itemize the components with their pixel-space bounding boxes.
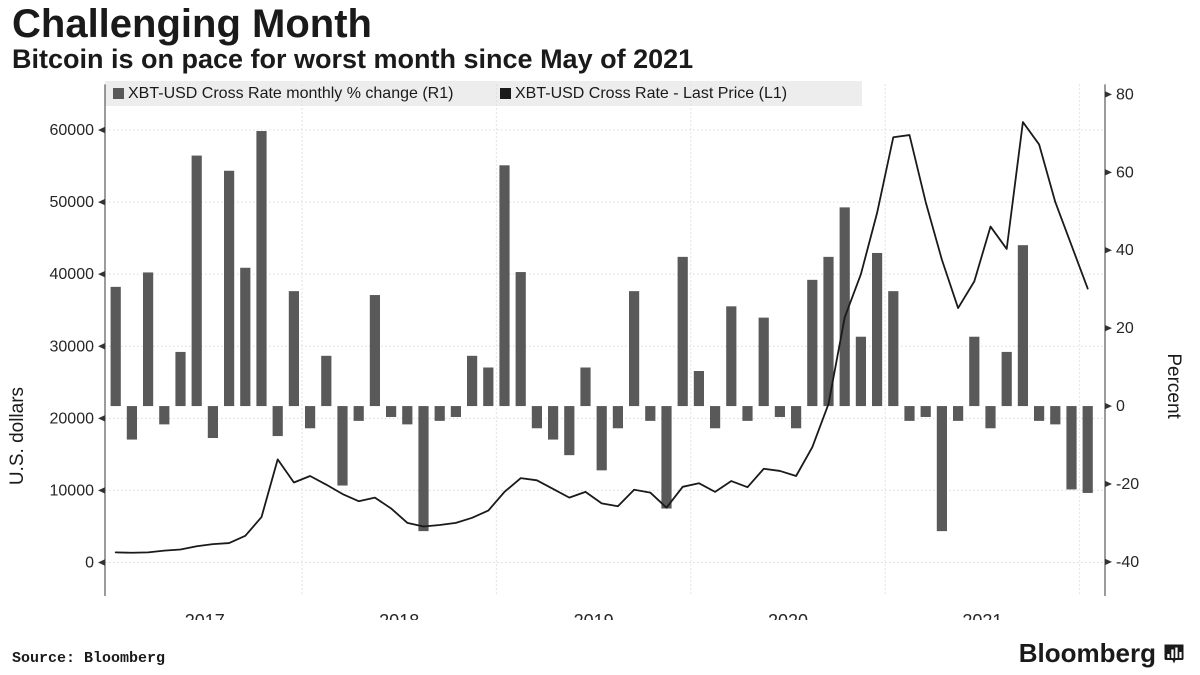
- svg-text:20: 20: [1116, 320, 1134, 337]
- svg-text:40: 40: [1116, 242, 1134, 259]
- svg-text:XBT-USD Cross Rate monthly % c: XBT-USD Cross Rate monthly % change (R1): [128, 85, 453, 102]
- svg-text:20000: 20000: [50, 410, 95, 427]
- svg-text:0: 0: [85, 555, 94, 572]
- svg-text:0: 0: [1116, 398, 1125, 415]
- svg-text:2017: 2017: [185, 611, 225, 620]
- svg-text:-40: -40: [1116, 554, 1139, 571]
- svg-text:60: 60: [1116, 164, 1134, 181]
- svg-text:60000: 60000: [50, 122, 95, 139]
- svg-text:U.S. dollars: U.S. dollars: [7, 387, 28, 485]
- svg-text:2018: 2018: [379, 611, 419, 620]
- svg-text:XBT-USD Cross Rate - Last Pric: XBT-USD Cross Rate - Last Price (L1): [515, 85, 787, 102]
- svg-text:50000: 50000: [50, 194, 95, 211]
- svg-text:2021: 2021: [962, 611, 1002, 620]
- svg-text:2020: 2020: [768, 611, 808, 620]
- svg-text:10000: 10000: [50, 482, 95, 499]
- svg-text:Percent: Percent: [1163, 353, 1184, 419]
- svg-text:2019: 2019: [574, 611, 614, 620]
- svg-text:40000: 40000: [50, 266, 95, 283]
- svg-text:-20: -20: [1116, 476, 1139, 493]
- svg-text:30000: 30000: [50, 338, 95, 355]
- svg-text:80: 80: [1116, 86, 1134, 103]
